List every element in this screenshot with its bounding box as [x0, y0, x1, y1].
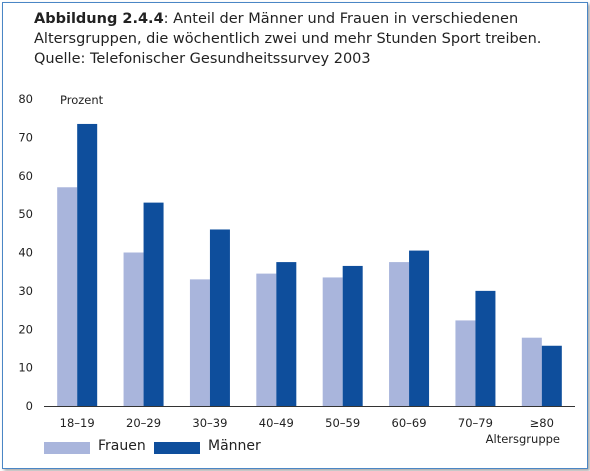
- legend-swatch-frauen: [44, 442, 90, 454]
- y-tick-label: 80: [18, 92, 33, 106]
- caption-label: Abbildung 2.4.4: [34, 11, 164, 27]
- y-tick-label: 0: [26, 399, 33, 413]
- y-tick-label: 60: [18, 169, 33, 183]
- figure-caption: Abbildung 2.4.4: Anteil der Männer und F…: [34, 9, 564, 69]
- y-tick-label: 70: [18, 130, 33, 144]
- x-axis-ticks: 18–19 20–29 30–39 40–49 50–59 60–69 70–79 ≥80: [60, 416, 554, 430]
- y-axis-ticks: 0 10 20 30 40 50 60 70 80: [18, 92, 33, 413]
- bar-frauen: [189, 279, 210, 406]
- x-tick-label: 18–19: [60, 416, 95, 430]
- caption-text: : Anteil der Männer und Frauen in versch…: [34, 11, 542, 67]
- x-tick-label: 70–79: [458, 416, 493, 430]
- bar-frauen: [455, 320, 476, 406]
- bar-frauen: [256, 273, 277, 406]
- legend-label-frauen: Frauen: [98, 438, 146, 454]
- bars: [57, 123, 562, 406]
- bar-frauen: [123, 252, 144, 406]
- x-tick-label: 50–59: [325, 416, 360, 430]
- bar-frauen: [322, 277, 343, 406]
- legend-swatch-maenner: [154, 442, 200, 454]
- bar-maenner: [342, 265, 363, 406]
- y-tick-label: 20: [18, 322, 33, 336]
- bar-frauen: [389, 262, 410, 406]
- bar-maenner: [541, 345, 562, 406]
- y-tick-label: 50: [18, 207, 33, 221]
- bar-maenner: [209, 229, 230, 406]
- x-axis-title: Altersgruppe: [486, 432, 560, 446]
- bar-maenner: [143, 202, 164, 406]
- bar-frauen: [521, 337, 542, 406]
- x-tick-label: ≥80: [530, 416, 554, 430]
- x-tick-label: 60–69: [392, 416, 427, 430]
- y-tick-label: 40: [18, 246, 33, 260]
- x-tick-label: 30–39: [192, 416, 227, 430]
- y-axis-title: Prozent: [60, 93, 104, 107]
- x-tick-label: 20–29: [126, 416, 161, 430]
- bar-maenner: [77, 123, 98, 406]
- bar-maenner: [409, 250, 430, 406]
- y-tick-label: 30: [18, 284, 33, 298]
- bar-maenner: [475, 290, 496, 406]
- x-tick-label: 40–49: [259, 416, 294, 430]
- bar-frauen: [57, 187, 78, 406]
- y-tick-label: 10: [18, 361, 33, 375]
- legend-label-maenner: Männer: [208, 438, 261, 454]
- bar-maenner: [276, 262, 297, 406]
